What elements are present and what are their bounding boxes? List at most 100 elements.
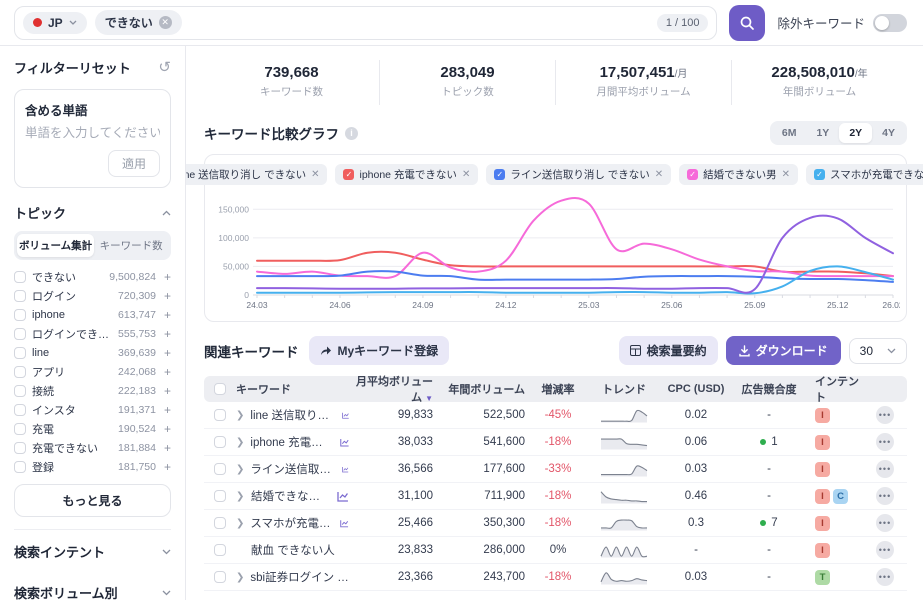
mini-chart-icon[interactable]	[342, 410, 349, 421]
page-size-select[interactable]: 30	[849, 338, 907, 364]
legend-checkbox[interactable]: ✓	[814, 169, 825, 180]
column-header-3[interactable]: 年間ボリューム	[437, 381, 529, 397]
range-button-4Y[interactable]: 4Y	[872, 123, 905, 143]
range-button-1Y[interactable]: 1Y	[806, 123, 839, 143]
mini-chart-icon[interactable]	[340, 518, 349, 529]
column-header-1[interactable]: キーワード	[236, 381, 349, 397]
legend-checkbox[interactable]: ✓	[494, 169, 505, 180]
column-header-7[interactable]: 広告競合度	[731, 381, 807, 397]
range-button-2Y[interactable]: 2Y	[839, 123, 872, 143]
stat-item: 739,668キーワード数	[204, 60, 379, 105]
show-more-button[interactable]: もっと見る	[14, 484, 171, 517]
add-topic-icon[interactable]: +	[162, 327, 171, 341]
column-header-5[interactable]: トレンド	[587, 381, 661, 397]
topic-checkbox[interactable]	[14, 385, 26, 397]
row-checkbox[interactable]	[214, 544, 226, 556]
topic-checkbox[interactable]	[14, 290, 26, 302]
topic-section-header[interactable]: トピック	[14, 203, 171, 222]
expand-chevron-icon[interactable]: ❯	[236, 437, 244, 448]
sort-desc-icon[interactable]: ▼	[425, 394, 433, 403]
ad-competition-value: -	[767, 544, 771, 556]
add-topic-icon[interactable]: +	[162, 403, 171, 417]
add-topic-icon[interactable]: +	[162, 270, 171, 284]
range-button-6M[interactable]: 6M	[772, 123, 807, 143]
search-volume-summary-button[interactable]: 検索量要約	[619, 336, 718, 365]
add-topic-icon[interactable]: +	[162, 460, 171, 474]
column-header-8[interactable]: インテント	[807, 373, 869, 405]
row-checkbox[interactable]	[214, 436, 226, 448]
expand-chevron-icon[interactable]: ❯	[236, 464, 244, 475]
expand-chevron-icon[interactable]: ❯	[236, 518, 244, 529]
add-topic-icon[interactable]: +	[162, 384, 171, 398]
row-menu-button[interactable]: •••	[876, 487, 894, 505]
mini-chart-icon[interactable]	[342, 464, 349, 475]
row-checkbox[interactable]	[214, 571, 226, 583]
legend-checkbox[interactable]: ✓	[687, 169, 698, 180]
download-button[interactable]: ダウンロード	[726, 336, 841, 365]
remove-tag-icon[interactable]: ✕	[159, 16, 172, 29]
column-header-2[interactable]: 月平均ボリューム▼	[349, 373, 437, 405]
expand-chevron-icon[interactable]: ❯	[236, 410, 244, 421]
japan-flag-icon	[33, 18, 42, 27]
topic-checkbox[interactable]	[14, 423, 26, 435]
exclude-keywords-toggle[interactable]	[873, 14, 907, 32]
topic-checkbox[interactable]	[14, 366, 26, 378]
remove-series-icon[interactable]: ✕	[782, 169, 790, 180]
topic-value: 555,753	[118, 328, 156, 340]
column-header-4[interactable]: 増減率	[529, 381, 587, 397]
expand-chevron-icon[interactable]: ❯	[236, 572, 244, 583]
info-icon[interactable]: i	[345, 127, 358, 140]
select-all-checkbox[interactable]	[214, 383, 226, 395]
row-menu-button[interactable]: •••	[876, 514, 894, 532]
add-topic-icon[interactable]: +	[162, 308, 171, 322]
change-rate-cell: -18%	[529, 571, 587, 583]
topic-checkbox[interactable]	[14, 404, 26, 416]
remove-series-icon[interactable]: ✕	[655, 169, 663, 180]
monthly-volume-cell: 31,100	[349, 490, 437, 502]
legend-checkbox[interactable]: ✓	[343, 169, 354, 180]
topic-checkbox[interactable]	[14, 328, 26, 340]
query-tag[interactable]: できない ✕	[95, 10, 182, 35]
row-menu-button[interactable]: •••	[876, 568, 894, 586]
apply-button[interactable]: 適用	[108, 150, 160, 177]
add-topic-icon[interactable]: +	[162, 441, 171, 455]
add-topic-icon[interactable]: +	[162, 365, 171, 379]
row-checkbox[interactable]	[214, 409, 226, 421]
search-button[interactable]	[729, 5, 765, 41]
search-input[interactable]: JP できない ✕ 1 / 100	[14, 6, 717, 40]
mini-chart-icon[interactable]	[340, 437, 349, 448]
remove-series-icon[interactable]: ✕	[311, 169, 319, 180]
row-checkbox-cell	[210, 409, 236, 421]
row-checkbox[interactable]	[214, 490, 226, 502]
column-header-6[interactable]: CPC (USD)	[661, 383, 731, 395]
topic-checkbox[interactable]	[14, 271, 26, 283]
expand-chevron-icon[interactable]: ❯	[236, 491, 245, 502]
topic-checkbox[interactable]	[14, 309, 26, 321]
topic-checkbox[interactable]	[14, 442, 26, 454]
register-my-keywords-button[interactable]: Myキーワード登録	[309, 336, 450, 365]
row-checkbox[interactable]	[214, 517, 226, 529]
topic-tab-ボリューム集計[interactable]: ボリューム集計	[17, 234, 94, 257]
row-menu-button[interactable]: •••	[876, 460, 894, 478]
row-menu-cell: •••	[869, 433, 901, 451]
add-topic-icon[interactable]: +	[162, 346, 171, 360]
topic-checkbox[interactable]	[14, 461, 26, 473]
remove-series-icon[interactable]: ✕	[462, 169, 470, 180]
keyword-text: ライン送信取り消し できない	[250, 461, 336, 477]
country-selector[interactable]: JP	[23, 12, 87, 34]
add-topic-icon[interactable]: +	[162, 422, 171, 436]
sidebar-section-検索インテント[interactable]: 検索インテント	[14, 531, 171, 572]
reset-icon[interactable]: ↺	[158, 60, 171, 75]
svg-text:24.06: 24.06	[329, 300, 351, 310]
mini-chart-icon[interactable]	[337, 491, 349, 502]
topic-label: ログイン	[32, 288, 112, 304]
topic-checkbox[interactable]	[14, 347, 26, 359]
topic-tab-キーワード数[interactable]: キーワード数	[94, 234, 168, 257]
include-words-input[interactable]	[25, 126, 160, 140]
row-menu-button[interactable]: •••	[876, 433, 894, 451]
row-menu-button[interactable]: •••	[876, 541, 894, 559]
sidebar-section-検索ボリューム別[interactable]: 検索ボリューム別	[14, 572, 171, 600]
row-menu-button[interactable]: •••	[876, 406, 894, 424]
add-topic-icon[interactable]: +	[162, 289, 171, 303]
row-checkbox[interactable]	[214, 463, 226, 475]
